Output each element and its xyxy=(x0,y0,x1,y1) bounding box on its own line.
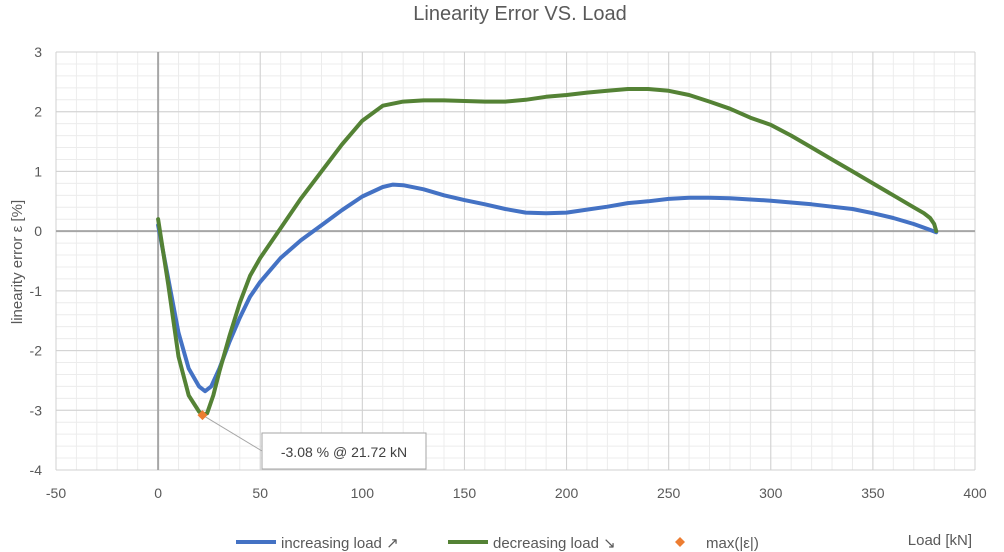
y-tick-label: -4 xyxy=(30,462,43,478)
zero-axes xyxy=(56,52,975,470)
series-line-1 xyxy=(156,87,939,418)
y-tick-label: 1 xyxy=(34,163,42,179)
legend-label-decreasing: decreasing load ↘ xyxy=(493,535,616,552)
series-lines xyxy=(156,87,939,418)
y-tick-label: -3 xyxy=(30,402,43,418)
y-tick-label: 3 xyxy=(34,44,42,60)
callout-box xyxy=(261,432,427,470)
legend-label-max: max(|ε|) xyxy=(706,535,759,552)
y-tick-label: -2 xyxy=(30,343,43,359)
y-axis-tick-labels: -4 -3 -2 -1 0 1 2 3 xyxy=(30,44,43,478)
legend: increasing load ↗ decreasing load ↘ max(… xyxy=(236,535,759,552)
callout: -3.08 % @ 21.72 kN xyxy=(202,414,427,470)
x-tick-label: 250 xyxy=(657,485,681,501)
x-tick-label: 400 xyxy=(963,485,987,501)
x-axis-title: Load [kN] xyxy=(908,532,972,549)
max-marker-point xyxy=(197,410,208,421)
max-markers xyxy=(197,410,208,421)
callout-label: -3.08 % @ 21.72 kN xyxy=(281,444,407,460)
x-tick-label: 300 xyxy=(759,485,783,501)
legend-label-increasing: increasing load ↗ xyxy=(281,535,399,552)
y-axis-title: linearity error ε [%] xyxy=(9,200,26,324)
callout-leader-line xyxy=(202,414,263,452)
x-tick-label: 100 xyxy=(351,485,375,501)
legend-swatch-max xyxy=(675,537,685,547)
x-tick-label: 150 xyxy=(453,485,477,501)
x-tick-label: -50 xyxy=(46,485,66,501)
x-tick-label: 50 xyxy=(252,485,268,501)
x-tick-label: 200 xyxy=(555,485,579,501)
x-axis-tick-labels: -50 0 50 100 150 200 250 300 350 400 xyxy=(46,485,987,501)
x-tick-label: 350 xyxy=(861,485,885,501)
x-tick-label: 0 xyxy=(154,485,162,501)
chart-title: Linearity Error VS. Load xyxy=(413,3,626,25)
y-tick-label: 0 xyxy=(34,223,42,239)
y-tick-label: 2 xyxy=(34,104,42,120)
y-tick-label: -1 xyxy=(30,283,43,299)
